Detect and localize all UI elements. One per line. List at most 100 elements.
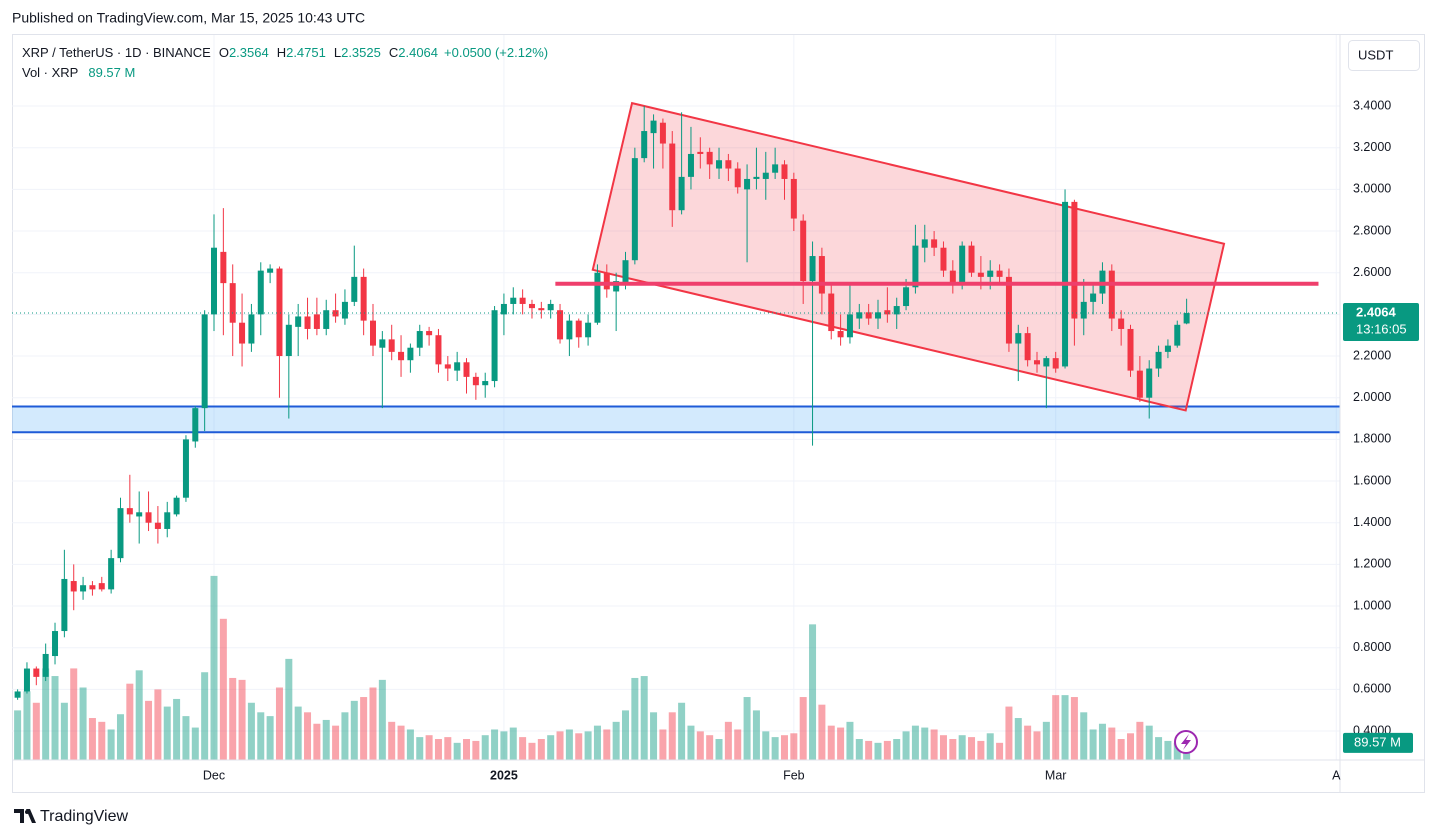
candle-body (239, 322, 246, 344)
volume-bar (32, 702, 40, 760)
plot-area (12, 35, 1340, 760)
candle-body (248, 314, 255, 344)
candle-body (903, 287, 910, 307)
alert-icon[interactable] (1174, 730, 1198, 754)
candle-body (435, 335, 442, 365)
candle-body (1127, 328, 1134, 371)
volume-legend: Vol · XRP 89.57 M (22, 65, 135, 80)
candle-body (716, 160, 723, 169)
candle-body (1052, 358, 1059, 369)
high-value: 2.4751 (286, 45, 326, 60)
volume-bar (780, 735, 788, 760)
candle-body (959, 245, 966, 284)
candle-body (1005, 276, 1012, 344)
y-tick-label: 1.2000 (1353, 557, 1391, 571)
candle-body (650, 120, 657, 134)
candle-body (388, 339, 395, 352)
volume-bar (1080, 712, 1088, 760)
volume-bar (509, 727, 517, 760)
published-line: Published on TradingView.com, Mar 15, 20… (12, 10, 365, 26)
volume-bar (332, 725, 340, 760)
volume-bar (986, 733, 994, 760)
volume-bar (734, 729, 742, 760)
y-tick-label: 1.0000 (1353, 598, 1391, 612)
currency-button[interactable] (1348, 40, 1420, 71)
volume-bar (921, 727, 929, 760)
candle-body (463, 362, 470, 377)
candle-body (482, 381, 489, 386)
volume-bar (1127, 733, 1135, 760)
volume-bar (472, 740, 480, 760)
candle-body (472, 376, 479, 386)
volume-bar (1014, 718, 1022, 760)
volume-bar (865, 740, 873, 760)
candle-body (987, 270, 994, 277)
volume-bar (1089, 729, 1097, 760)
candle-body (809, 256, 816, 282)
volume-bar (1117, 739, 1125, 760)
volume-bar (1155, 737, 1163, 760)
volume-bar (724, 721, 732, 760)
volume-bar (98, 721, 106, 760)
candle-body (276, 268, 283, 357)
volume-bar (388, 721, 396, 760)
volume-bar (42, 668, 50, 760)
volume-bar (528, 742, 536, 760)
candle-body (500, 303, 507, 315)
candle-body (528, 303, 535, 309)
volume-bar (809, 624, 817, 760)
candle-body (192, 408, 199, 442)
candle-body (98, 583, 105, 590)
candle-body (379, 339, 386, 348)
candle-body (323, 310, 330, 329)
volume-bar (434, 739, 442, 760)
brand-name: TradingView (40, 808, 128, 825)
candle-body (940, 247, 947, 271)
candle-body (912, 245, 919, 288)
volume-bar (659, 729, 667, 760)
volume-bar (500, 731, 508, 760)
candle-body (220, 251, 227, 284)
candle-body (884, 310, 891, 315)
volume-bar (977, 740, 985, 760)
candle-body (332, 310, 339, 317)
candle-body (931, 239, 938, 248)
close-label: C (389, 45, 398, 60)
candle-body (762, 172, 769, 179)
volume-bar (818, 704, 826, 760)
candle-body (1183, 313, 1190, 324)
volume-bar (406, 729, 414, 760)
candle-body (1174, 324, 1181, 346)
volume-axis-label: 89.57 M (1354, 734, 1401, 749)
candle-body (547, 303, 554, 311)
change: +0.0500 (+2.12%) (444, 45, 548, 60)
candle-body (108, 558, 115, 590)
volume-bar (939, 735, 947, 760)
volume-bar (575, 733, 583, 760)
candle-body (875, 312, 882, 319)
volume-bar (163, 706, 171, 760)
candle-body (753, 176, 760, 179)
volume-bar (1136, 721, 1144, 760)
candle-body (734, 168, 741, 188)
y-tick-label: 2.0000 (1353, 390, 1391, 404)
x-tick-label: Mar (1045, 768, 1067, 782)
volume-bar (996, 742, 1004, 760)
logo-mark (14, 809, 36, 823)
volume-bar (640, 676, 648, 760)
volume-bar (958, 735, 966, 760)
candle-body (510, 297, 517, 304)
countdown: 13:16:05 (1356, 321, 1407, 336)
candle-body (977, 272, 984, 277)
candle-body (669, 143, 676, 211)
x-tick-label: Feb (783, 768, 805, 782)
volume-bar (827, 725, 835, 760)
candle-body (837, 331, 844, 338)
candle-body (996, 270, 1003, 277)
volume-bar (612, 721, 620, 760)
volume-bar (285, 658, 293, 760)
volume-bar (790, 733, 798, 760)
open-label: O (219, 45, 229, 60)
volume-bar (70, 668, 78, 760)
candle-body (117, 508, 124, 559)
